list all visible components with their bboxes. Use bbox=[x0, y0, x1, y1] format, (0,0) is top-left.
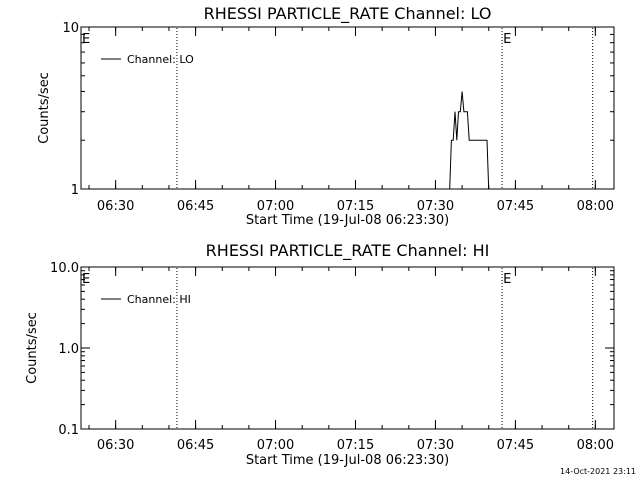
y-axis-label: Counts/sec bbox=[37, 72, 52, 144]
marker-label: E bbox=[503, 32, 511, 47]
x-axis-label: Start Time (19-Jul-08 06:23:30) bbox=[246, 213, 449, 228]
marker-label: E bbox=[82, 32, 90, 47]
x-tick-label: 07:30 bbox=[417, 199, 454, 214]
x-tick-label: 06:45 bbox=[177, 199, 214, 214]
x-tick-label: 07:00 bbox=[257, 438, 294, 453]
chart-title: RHESSI PARTICLE_RATE Channel: LO bbox=[204, 4, 492, 24]
x-tick-label: 07:00 bbox=[257, 199, 294, 214]
y-tick-label: 10.0 bbox=[50, 261, 79, 276]
x-tick-label: 07:45 bbox=[497, 438, 534, 453]
chart-title: RHESSI PARTICLE_RATE Channel: HI bbox=[206, 241, 490, 261]
plot-frame bbox=[80, 26, 615, 190]
x-tick-label: 06:30 bbox=[97, 199, 134, 214]
x-tick-label: 07:15 bbox=[337, 199, 374, 214]
y-axis-label: Counts/sec bbox=[25, 312, 40, 384]
legend-label: Channel: LO bbox=[127, 53, 194, 66]
y-tick-label: 0.1 bbox=[58, 423, 79, 438]
x-tick-label: 07:30 bbox=[417, 438, 454, 453]
plot-frame bbox=[80, 266, 615, 430]
x-tick-label: 06:30 bbox=[97, 438, 134, 453]
x-tick-label: 07:15 bbox=[337, 438, 374, 453]
y-tick-label: 1 bbox=[71, 183, 79, 198]
x-tick-label: 08:00 bbox=[577, 199, 614, 214]
chart-panel-1: RHESSI PARTICLE_RATE Channel: LO 1 10 06:30… bbox=[37, 4, 615, 228]
marker-label: E bbox=[503, 272, 511, 287]
x-tick-label: 06:45 bbox=[177, 438, 214, 453]
y-tick-label: 1.0 bbox=[58, 342, 79, 357]
footer-timestamp: 14-Oct-2021 23:11 bbox=[560, 467, 636, 476]
series-line-channel-lo bbox=[449, 91, 495, 190]
legend-label: Channel: HI bbox=[127, 293, 191, 306]
marker-label: E bbox=[82, 272, 90, 287]
x-tick-label: 07:45 bbox=[497, 199, 534, 214]
chart-panel-2: RHESSI PARTICLE_RATE Channel: HI 0.1 1.0 10… bbox=[25, 241, 615, 468]
x-axis-label: Start Time (19-Jul-08 06:23:30) bbox=[246, 453, 449, 468]
x-tick-label: 08:00 bbox=[577, 438, 614, 453]
y-tick-label: 10 bbox=[62, 21, 79, 36]
